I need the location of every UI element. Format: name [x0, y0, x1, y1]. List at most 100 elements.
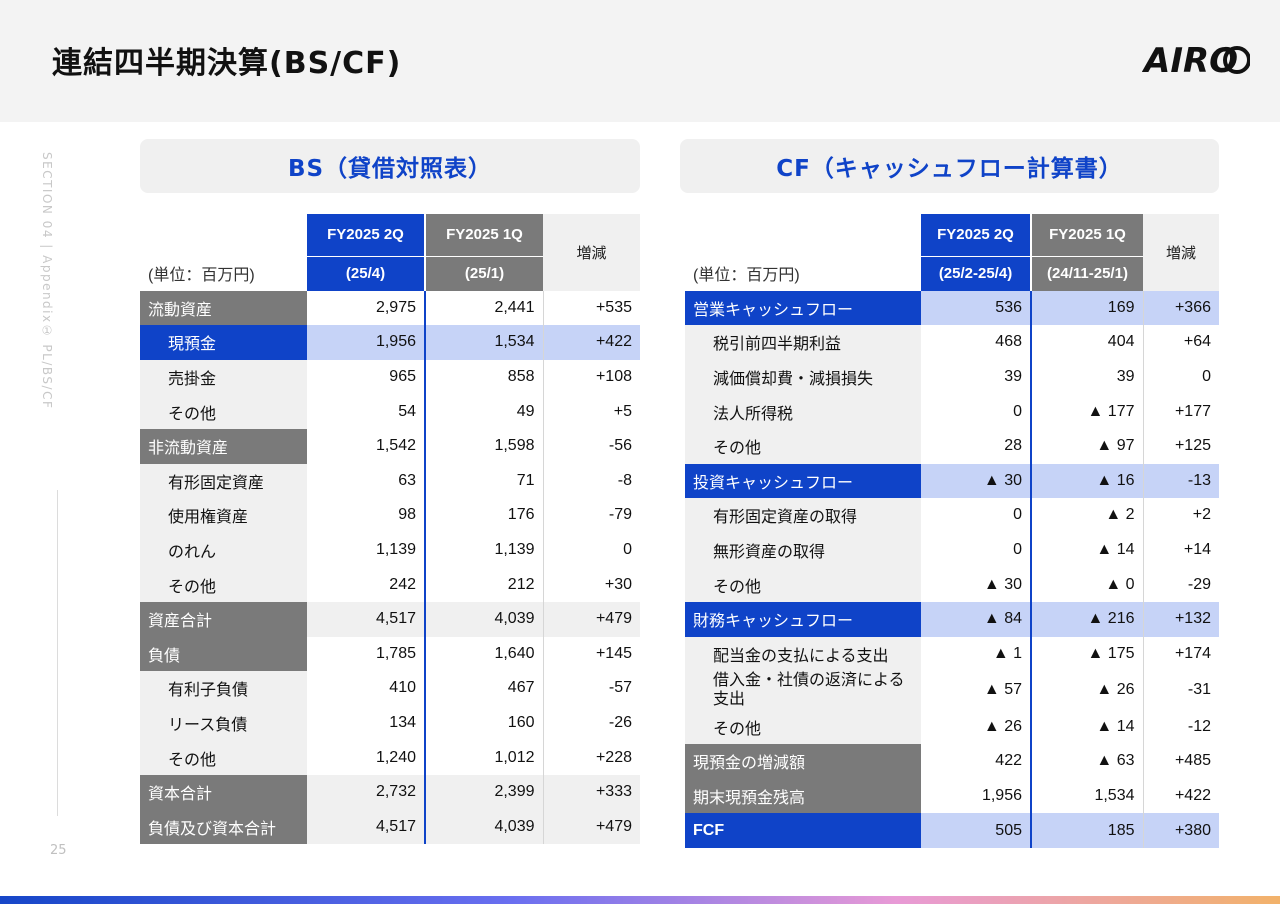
cf-col-1q: FY2025 1Q — [1031, 214, 1143, 256]
bs-row-delta: -26 — [543, 705, 640, 741]
cf-row-value-2q: 39 — [921, 359, 1032, 395]
bs-row: 有利子負債 410 467 -57 — [140, 671, 640, 706]
cf-row-value-2q: 28 — [921, 428, 1032, 464]
cf-row-delta: -31 — [1143, 671, 1219, 710]
bs-header-row: FY2025 2Q FY2025 1Q 増減 — [140, 214, 640, 291]
page-title: 連結四半期決算(BS/CF) — [52, 46, 402, 81]
bs-row-delta: -8 — [543, 463, 640, 499]
bs-row-delta: +108 — [543, 359, 640, 395]
bs-row-value-1q: 160 — [425, 705, 544, 741]
cf-row-value-1q: ▲ 2 — [1031, 498, 1144, 533]
bs-row: 非流動資産 1,542 1,598 -56 — [140, 428, 640, 464]
bs-row-value-1q: 1,139 — [425, 532, 544, 568]
bs-row-label: その他 — [140, 567, 307, 602]
cf-row-delta: +177 — [1143, 394, 1219, 429]
bs-row-label: 非流動資産 — [140, 428, 307, 464]
cf-row-value-2q: 1,956 — [921, 778, 1032, 814]
cf-row-value-2q: ▲ 26 — [921, 709, 1032, 745]
bs-row-delta: +479 — [543, 601, 640, 637]
cf-row: 法人所得税 0 ▲ 177 +177 — [685, 394, 1219, 429]
cf-row-value-1q: 185 — [1031, 813, 1144, 848]
bs-row-value-1q: 71 — [425, 463, 544, 499]
cf-row-value-1q: ▲ 177 — [1031, 394, 1144, 429]
cf-row-value-1q: 1,534 — [1031, 778, 1144, 814]
bs-row-label: その他 — [140, 740, 307, 775]
bs-row-value-2q: 4,517 — [307, 809, 426, 845]
bs-row-delta: +228 — [543, 740, 640, 775]
cf-row-delta: -12 — [1143, 709, 1219, 745]
cf-row: 財務キャッシュフロー ▲ 84 ▲ 216 +132 — [685, 601, 1219, 637]
section-label: SECTION 04 | Appendix① PL/BS/CF — [40, 152, 74, 472]
bs-row: その他 54 49 +5 — [140, 394, 640, 429]
cf-row-label: 有形固定資産の取得 — [685, 498, 921, 533]
bs-row-value-2q: 4,517 — [307, 601, 426, 637]
bs-row-delta: +479 — [543, 809, 640, 845]
bs-row-value-1q: 4,039 — [425, 809, 544, 845]
bs-row: 有形固定資産 63 71 -8 — [140, 463, 640, 499]
cf-col-2q-period: (25/2-25/4) — [921, 255, 1032, 291]
cf-row-delta: +422 — [1143, 778, 1219, 814]
airo-logo: AIRO — [1142, 41, 1250, 81]
bs-row-delta: +422 — [543, 325, 640, 360]
cf-panel-title: CF（キャッシュフロー計算書） — [680, 139, 1219, 193]
cf-row: 税引前四半期利益 468 404 +64 — [685, 325, 1219, 360]
cf-row-label: 借入金・社債の返済による支出 — [685, 671, 921, 710]
cf-row: 借入金・社債の返済による支出 ▲ 57 ▲ 26 -31 — [685, 671, 1219, 710]
bs-row-delta: +535 — [543, 290, 640, 326]
bs-row-delta: -57 — [543, 671, 640, 706]
bs-subheader-row: (単位：百万円) (25/4) (25/1) — [140, 255, 640, 291]
bs-row-value-2q: 98 — [307, 498, 426, 533]
bs-row: 負債及び資本合計 4,517 4,039 +479 — [140, 809, 640, 845]
cf-row-value-1q: 169 — [1031, 290, 1144, 326]
cf-row-value-2q: 0 — [921, 532, 1032, 568]
cf-row-label: 現預金の増減額 — [685, 744, 921, 779]
cf-row-value-2q: ▲ 57 — [921, 671, 1032, 710]
bs-row-label: 有利子負債 — [140, 671, 307, 706]
cf-row-value-2q: 422 — [921, 744, 1032, 779]
bs-row-value-2q: 1,956 — [307, 325, 426, 360]
cf-row-label: 営業キャッシュフロー — [685, 290, 921, 326]
bs-row-delta: +5 — [543, 394, 640, 429]
cf-header-row: FY2025 2Q FY2025 1Q 増減 — [685, 214, 1219, 291]
bs-row-value-2q: 134 — [307, 705, 426, 741]
cf-row-label: その他 — [685, 567, 921, 602]
cf-row-value-1q: ▲ 175 — [1031, 636, 1144, 672]
cf-row-delta: +125 — [1143, 428, 1219, 464]
cf-row: その他 ▲ 30 ▲ 0 -29 — [685, 567, 1219, 602]
cf-row-label: 減価償却費・減損損失 — [685, 359, 921, 395]
bs-row-value-1q: 858 — [425, 359, 544, 395]
cf-row-label: FCF — [685, 813, 921, 848]
bs-row: 現預金 1,956 1,534 +422 — [140, 325, 640, 360]
cf-row: 期末現預金残高 1,956 1,534 +422 — [685, 778, 1219, 814]
header: 連結四半期決算(BS/CF) AIRO — [0, 0, 1280, 122]
bs-row-value-2q: 63 — [307, 463, 426, 499]
bs-row: のれん 1,139 1,139 0 — [140, 532, 640, 568]
bs-row-value-2q: 2,975 — [307, 290, 426, 326]
cf-row: その他 28 ▲ 97 +125 — [685, 428, 1219, 464]
cf-row-delta: +14 — [1143, 532, 1219, 568]
bs-row: 使用権資産 98 176 -79 — [140, 498, 640, 533]
cf-row-value-1q: ▲ 63 — [1031, 744, 1144, 779]
bs-row-value-1q: 2,441 — [425, 290, 544, 326]
bs-col-delta: 増減 — [543, 214, 640, 291]
bs-col-2q-period: (25/4) — [307, 255, 426, 291]
cf-row-delta: +2 — [1143, 498, 1219, 533]
cf-row-value-2q: ▲ 30 — [921, 567, 1032, 602]
cf-row-value-2q: 505 — [921, 813, 1032, 848]
bs-row-delta: +333 — [543, 774, 640, 810]
svg-text:AIRO: AIRO — [1142, 41, 1238, 81]
cf-row: 投資キャッシュフロー ▲ 30 ▲ 16 -13 — [685, 463, 1219, 499]
cf-row-value-1q: ▲ 0 — [1031, 567, 1144, 602]
cf-col-1q-period: (24/11-25/1) — [1031, 255, 1143, 291]
bs-unit-label: (単位：百万円) — [140, 256, 307, 291]
cf-row-label: その他 — [685, 709, 921, 745]
bs-row-label: 使用権資産 — [140, 498, 307, 533]
bs-row: 売掛金 965 858 +108 — [140, 359, 640, 395]
cf-header-blank — [685, 214, 921, 256]
cf-row-delta: +174 — [1143, 636, 1219, 672]
cf-row: 減価償却費・減損損失 39 39 0 — [685, 359, 1219, 395]
bs-row-delta: -79 — [543, 498, 640, 533]
bs-header-blank — [140, 214, 307, 256]
bs-row-value-2q: 1,785 — [307, 636, 426, 672]
cf-row-label: 投資キャッシュフロー — [685, 463, 921, 499]
